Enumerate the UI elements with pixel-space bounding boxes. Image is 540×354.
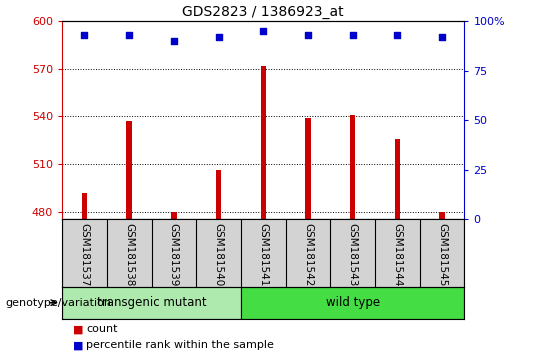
Text: GSM181538: GSM181538 <box>124 223 134 286</box>
Text: transgenic mutant: transgenic mutant <box>97 296 206 309</box>
Point <box>303 32 312 38</box>
Text: GSM181543: GSM181543 <box>348 223 357 286</box>
Text: ■: ■ <box>73 324 83 334</box>
Bar <box>261 65 266 219</box>
Bar <box>241 287 464 319</box>
Text: GSM181540: GSM181540 <box>213 223 224 286</box>
Bar <box>62 287 241 319</box>
Text: GSM181539: GSM181539 <box>169 223 179 286</box>
Point <box>214 34 223 40</box>
Point <box>393 32 402 38</box>
Text: genotype/variation: genotype/variation <box>5 298 111 308</box>
Text: percentile rank within the sample: percentile rank within the sample <box>86 340 274 350</box>
Text: GSM181545: GSM181545 <box>437 223 447 286</box>
Bar <box>350 115 355 219</box>
Bar <box>395 139 400 219</box>
Text: GSM181537: GSM181537 <box>79 223 90 286</box>
Text: GSM181542: GSM181542 <box>303 223 313 286</box>
Point <box>438 34 447 40</box>
Bar <box>216 170 221 219</box>
Point <box>125 32 133 38</box>
Text: count: count <box>86 324 118 334</box>
Text: ■: ■ <box>73 340 83 350</box>
Text: GSM181544: GSM181544 <box>393 223 402 286</box>
Point <box>259 28 268 34</box>
Bar <box>82 193 87 219</box>
Text: GSM181541: GSM181541 <box>258 223 268 286</box>
Bar <box>440 212 445 219</box>
Point <box>170 38 178 44</box>
Point <box>80 32 89 38</box>
Point <box>348 32 357 38</box>
Bar <box>126 121 132 219</box>
Bar <box>171 212 177 219</box>
Bar <box>305 118 310 219</box>
Text: wild type: wild type <box>326 296 380 309</box>
Title: GDS2823 / 1386923_at: GDS2823 / 1386923_at <box>183 5 344 19</box>
